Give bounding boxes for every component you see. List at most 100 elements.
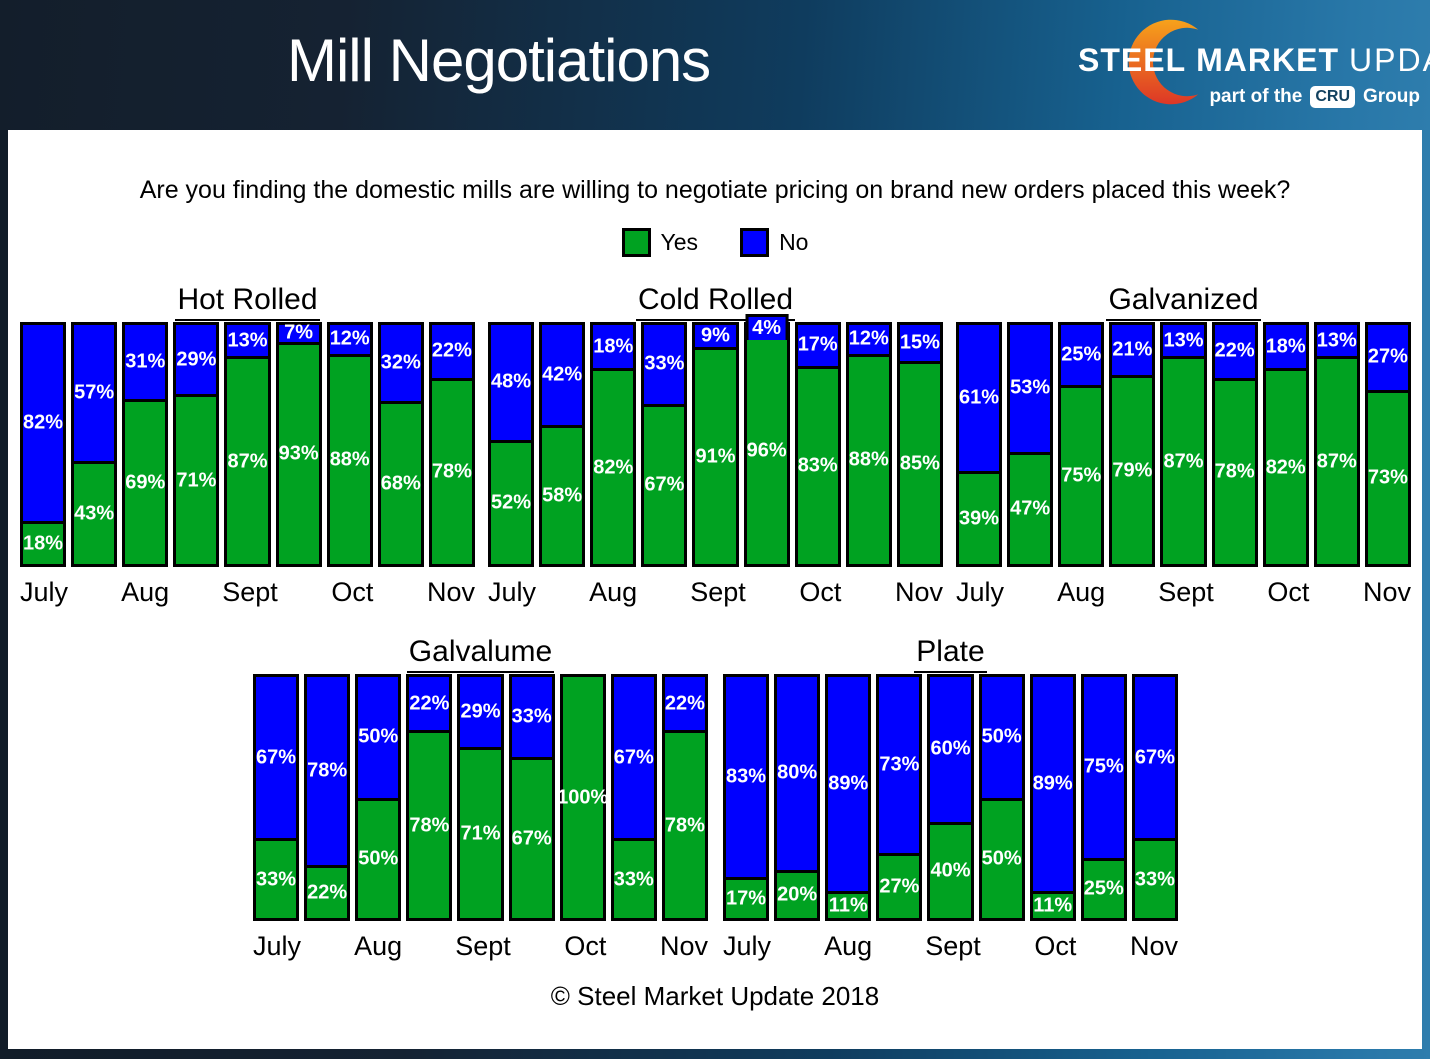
yes-value-label: 85% xyxy=(899,452,940,475)
no-value-label: 7% xyxy=(284,321,314,344)
no-segment: 22% xyxy=(409,677,450,731)
stacked-bar: 73% 27% xyxy=(876,674,923,921)
month-label: Oct xyxy=(1034,931,1077,961)
no-value-label: 67% xyxy=(1134,746,1175,769)
month-label: Aug xyxy=(1057,577,1106,607)
yes-value-label: 43% xyxy=(74,502,115,525)
yes-value-label: 22% xyxy=(307,881,348,904)
plot-area-plate: 83% 17% 80% 20% 89% 11% 73% 27% 60% 40% 50% 50% 89% 1… xyxy=(723,674,1178,921)
yes-value-label: 79% xyxy=(1112,459,1153,482)
stacked-bar: 17% 83% xyxy=(794,322,841,567)
month-label: Sept xyxy=(1158,577,1214,607)
no-value-label: 50% xyxy=(358,725,399,748)
month-label: July xyxy=(723,931,772,961)
no-segment: 53% xyxy=(1010,325,1051,452)
no-segment: 21% xyxy=(1112,325,1153,376)
no-segment: 89% xyxy=(828,677,869,892)
yes-segment: 50% xyxy=(358,797,399,918)
no-segment: 83% xyxy=(726,677,767,878)
no-value-label: 22% xyxy=(409,692,450,714)
no-value-label: 22% xyxy=(664,692,705,714)
month-label: Nov xyxy=(1130,931,1179,961)
no-value-label: 29% xyxy=(176,348,217,371)
month-label xyxy=(1009,577,1052,608)
no-value-label: 13% xyxy=(1316,329,1357,352)
yes-segment: 91% xyxy=(695,346,736,564)
month-label: Nov xyxy=(660,931,709,961)
no-segment: 9% xyxy=(695,324,736,347)
yes-value-label: 88% xyxy=(848,448,889,471)
month-label: Nov xyxy=(1363,577,1412,607)
no-segment: 17% xyxy=(797,325,838,366)
yes-segment: 85% xyxy=(899,360,940,564)
chart-cold-rolled: Cold Rolled 48% 52% 42% 58% 18% 82% 33% 67% 9% 91%… xyxy=(488,281,943,608)
no-segment: 22% xyxy=(664,677,705,731)
yes-value-label: 18% xyxy=(23,532,64,555)
yes-value-label: 75% xyxy=(1061,464,1102,487)
stacked-bar: 89% 11% xyxy=(1029,674,1076,921)
month-label xyxy=(612,931,655,962)
month-label: July xyxy=(488,577,537,607)
chart-title-text: Galvanized xyxy=(1106,283,1261,321)
yes-segment: 17% xyxy=(726,877,767,918)
chart-title-galvalume: Galvalume xyxy=(253,633,708,674)
no-value-label: 13% xyxy=(1163,329,1204,352)
no-value-label: 12% xyxy=(848,327,889,350)
logo-tagline-group: Group xyxy=(1363,86,1420,107)
no-segment: 67% xyxy=(256,677,297,839)
yes-segment: 52% xyxy=(491,439,532,564)
no-segment: 18% xyxy=(593,325,634,369)
survey-question: Are you finding the domestic mills are w… xyxy=(139,176,1291,204)
yes-segment: 69% xyxy=(125,399,166,564)
no-value-label: 27% xyxy=(1367,345,1408,368)
stacked-bar: 67% 33% xyxy=(253,674,300,921)
no-segment: 32% xyxy=(380,325,421,402)
yes-value-label: 71% xyxy=(176,469,217,492)
yes-value-label: 100% xyxy=(557,786,609,808)
yes-segment: 33% xyxy=(256,838,297,918)
no-value-label: 75% xyxy=(1083,755,1124,778)
stacked-bar: 15% 85% xyxy=(896,322,943,567)
month-label xyxy=(1082,931,1125,962)
stacked-bar: 22% 78% xyxy=(661,674,708,921)
yes-segment: 100% xyxy=(557,677,608,918)
legend-item-no: No xyxy=(740,228,808,257)
yes-value-label: 87% xyxy=(1316,450,1357,473)
yes-segment: 88% xyxy=(329,353,370,564)
no-value-label: 73% xyxy=(879,753,920,776)
no-value-label: 53% xyxy=(1010,376,1051,399)
stacked-bar: 78% 22% xyxy=(304,674,351,921)
yes-value-label: 20% xyxy=(777,883,818,906)
no-segment: 29% xyxy=(176,325,217,395)
stacked-bar: 75% 25% xyxy=(1080,674,1127,921)
stacked-bar: 12% 88% xyxy=(326,322,373,567)
no-segment: 22% xyxy=(1214,325,1255,378)
month-label: July xyxy=(253,931,302,961)
month-label: Nov xyxy=(895,577,944,607)
month-label: Oct xyxy=(331,577,374,607)
yes-value-label: 67% xyxy=(644,473,685,496)
stacked-bar: 27% 73% xyxy=(1364,322,1411,567)
yes-segment: 11% xyxy=(828,891,869,918)
yes-segment: 83% xyxy=(797,365,838,564)
yes-value-label: 78% xyxy=(664,814,705,836)
no-value-label: 22% xyxy=(1214,339,1255,362)
yes-value-label: 50% xyxy=(358,847,399,870)
yes-value-label: 33% xyxy=(613,868,654,891)
yes-value-label: 47% xyxy=(1010,497,1051,520)
month-label xyxy=(1110,577,1153,608)
yes-segment: 68% xyxy=(380,401,421,564)
yes-value-label: 93% xyxy=(278,442,319,465)
month-label xyxy=(407,931,450,962)
no-value-label: 32% xyxy=(380,351,421,374)
no-value-label: 33% xyxy=(644,352,685,375)
no-value-label: 80% xyxy=(777,761,818,784)
month-label xyxy=(283,577,326,608)
logo-tagline: part of the CRU Group xyxy=(1209,86,1420,108)
no-segment: 42% xyxy=(542,325,583,426)
no-segment: 25% xyxy=(1061,325,1102,385)
stacked-bar: 100% xyxy=(557,674,608,921)
month-label xyxy=(642,577,685,608)
no-segment: 13% xyxy=(1316,325,1357,357)
chart-title-cold-rolled: Cold Rolled xyxy=(488,281,943,322)
